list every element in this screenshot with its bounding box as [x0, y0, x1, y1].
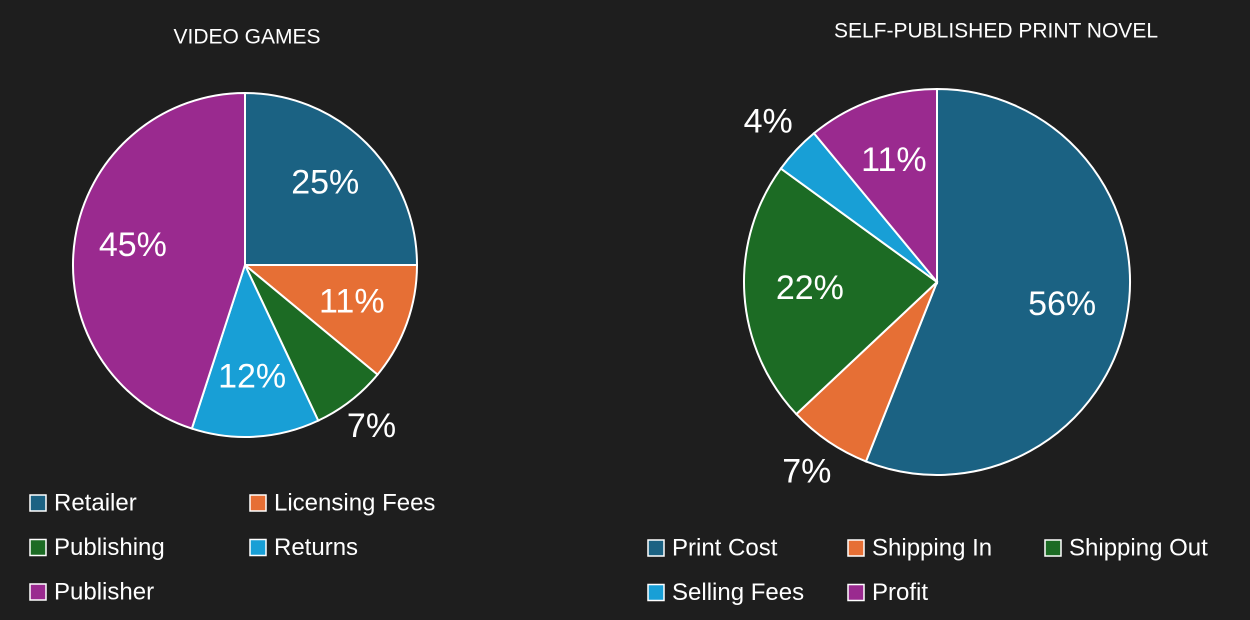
legend-swatch: [1044, 539, 1062, 557]
data-label: 4%: [744, 102, 793, 140]
legend-swatch: [29, 494, 47, 512]
legend-label: Returns: [274, 534, 358, 561]
data-label: 7%: [347, 407, 396, 445]
data-label: 25%: [291, 164, 359, 202]
pie-slice: [244, 91, 419, 266]
legend-label: Retailer: [54, 489, 137, 516]
data-label: 7%: [782, 453, 831, 491]
legend-label: Print Cost: [672, 534, 778, 561]
legend-label: Publishing: [54, 534, 165, 561]
chart-title: VIDEO GAMES: [173, 26, 320, 49]
legend-label: Licensing Fees: [274, 489, 435, 516]
legend-swatch: [847, 583, 865, 602]
data-label: 11%: [319, 282, 385, 320]
legend-label: Shipping Out: [1069, 534, 1208, 561]
legend-label: Profit: [872, 579, 928, 606]
chart-title: SELF-PUBLISHED PRINT NOVEL: [834, 20, 1158, 43]
legend-swatch: [249, 494, 267, 512]
pie-slice: [812, 87, 938, 285]
legend-label: Selling Fees: [672, 579, 804, 606]
data-label: 12%: [218, 357, 286, 395]
legend-label: Publisher: [54, 578, 154, 605]
pie-slice: [190, 262, 320, 438]
legend-swatch: [29, 583, 47, 601]
legend-swatch: [847, 539, 865, 557]
data-label: 45%: [99, 226, 167, 264]
legend-swatch: [249, 538, 267, 557]
data-label: 22%: [776, 269, 844, 307]
pie-slice: [743, 167, 939, 416]
legend-swatch: [29, 538, 47, 557]
data-label: 11%: [861, 141, 927, 179]
data-label: 56%: [1028, 285, 1096, 323]
legend-swatch: [647, 583, 665, 602]
pie-slice: [864, 87, 1131, 476]
legend-label: Shipping In: [872, 534, 992, 561]
pie-slice: [242, 264, 419, 377]
legend-swatch: [647, 539, 665, 557]
pie-slice: [71, 91, 246, 430]
